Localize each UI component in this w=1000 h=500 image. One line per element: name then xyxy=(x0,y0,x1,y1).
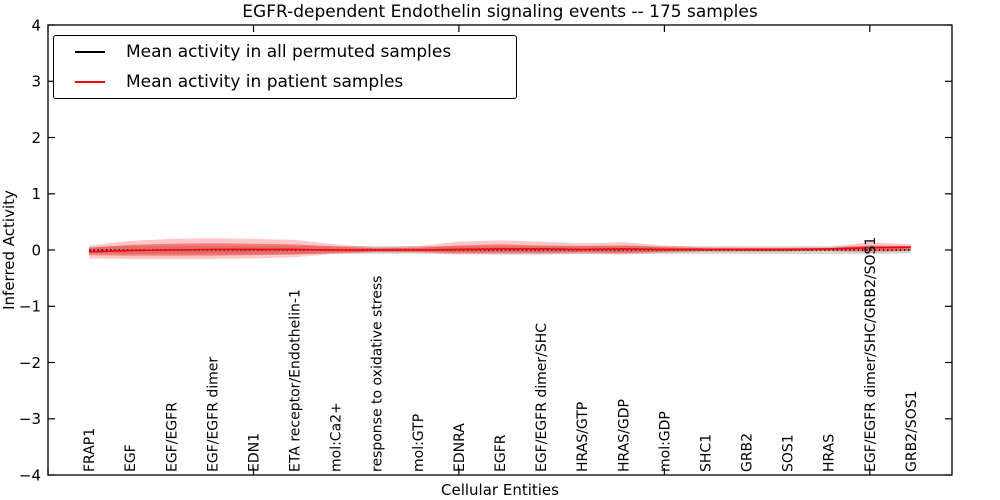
x-category-label: ETA receptor/Endothelin-1 xyxy=(288,289,304,472)
x-category-label: EGF/EGFR dimer/SHC/GRB2/SOS1 xyxy=(863,237,879,472)
legend-entry-patient: Mean activity in patient samples xyxy=(54,68,516,97)
legend-box: Mean activity in all permuted samples Me… xyxy=(53,35,517,99)
legend-label-permuted: Mean activity in all permuted samples xyxy=(126,41,452,62)
x-category-label: mol:GTP xyxy=(411,414,427,472)
x-category-label: mol:Ca2+ xyxy=(329,402,345,472)
x-category-label: GRB2 xyxy=(740,433,756,472)
x-category-label: HRAS/GTP xyxy=(575,402,591,472)
y-tick-label: −3 xyxy=(19,410,41,428)
x-category-label: mol:GDP xyxy=(657,411,673,472)
x-category-label: HRAS/GDP xyxy=(616,399,632,472)
y-tick-label: 2 xyxy=(31,129,41,147)
patient-line-swatch xyxy=(75,81,105,84)
y-axis-title: Inferred Activity xyxy=(0,190,18,310)
y-tick-label: 4 xyxy=(31,16,41,34)
x-category-label: EGF/EGFR dimer xyxy=(205,357,221,472)
x-category-label: SOS1 xyxy=(781,434,797,472)
chart-title: EGFR-dependent Endothelin signaling even… xyxy=(242,2,758,22)
x-category-label: EGF/EGFR dimer/SHC xyxy=(534,323,550,472)
x-category-label: EDNRA xyxy=(452,423,468,472)
permuted-std-band xyxy=(89,246,911,254)
y-tick-label: −2 xyxy=(19,354,41,372)
x-category-label: FRAP1 xyxy=(82,428,98,472)
x-axis-title: Cellular Entities xyxy=(441,481,559,499)
x-category-label: EGF/EGFR xyxy=(164,402,180,472)
y-tick-label: −4 xyxy=(19,466,41,484)
y-tick-label: −1 xyxy=(19,298,41,316)
x-category-label: EDN1 xyxy=(246,433,262,472)
legend-entry-permuted: Mean activity in all permuted samples xyxy=(54,37,516,66)
x-category-label: EGFR xyxy=(493,434,509,472)
x-category-label: EGF xyxy=(123,444,139,472)
legend-label-patient: Mean activity in patient samples xyxy=(126,72,404,93)
y-tick-label: 3 xyxy=(31,73,41,91)
y-tick-label: 1 xyxy=(31,185,41,203)
x-category-label: response to oxidative stress xyxy=(370,276,386,472)
permuted-line-swatch xyxy=(75,50,105,53)
y-tick-label: 0 xyxy=(31,241,41,259)
x-category-label: SHC1 xyxy=(698,434,714,472)
patient-mean-line xyxy=(89,246,911,253)
x-category-label: GRB2/SOS1 xyxy=(904,390,920,472)
x-category-label: HRAS xyxy=(822,434,838,472)
